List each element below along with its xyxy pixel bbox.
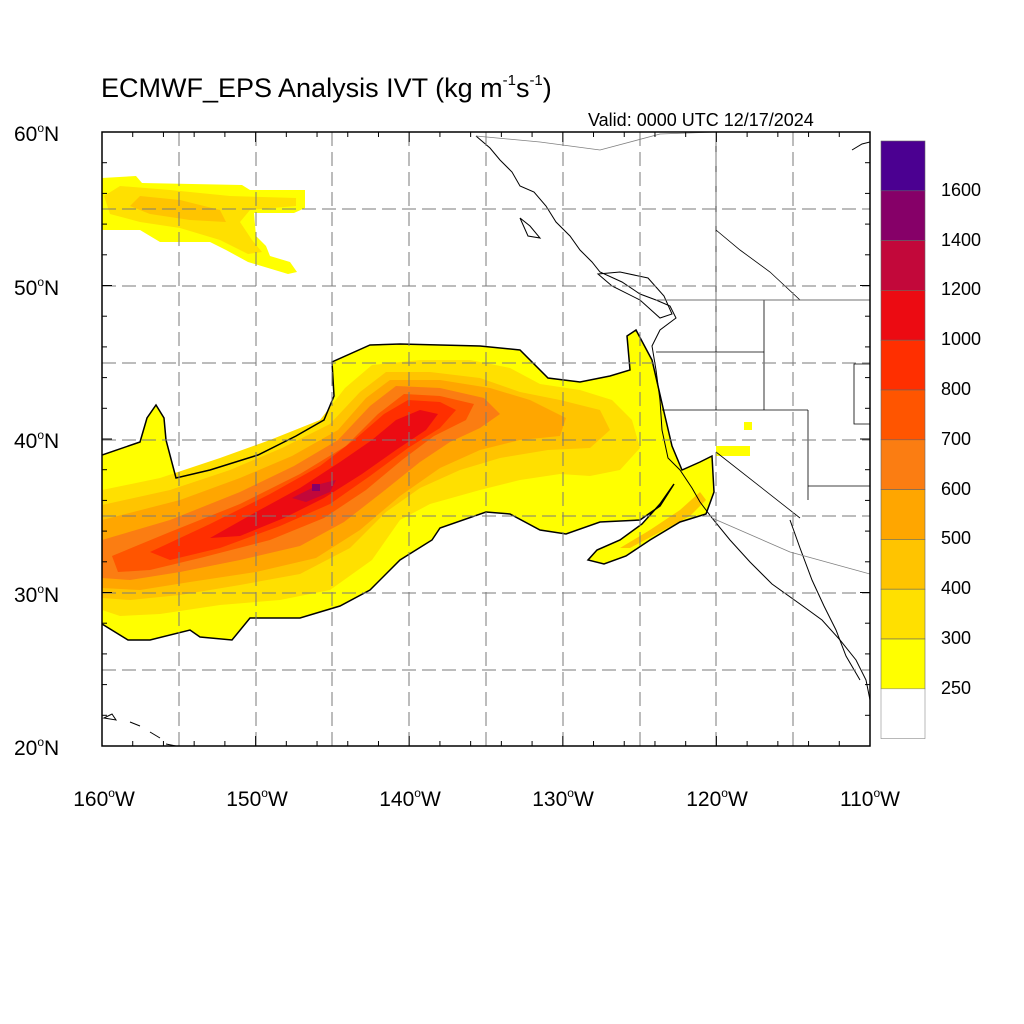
chart-title: ECMWF_EPS Analysis IVT (kg m-1s-1) (101, 72, 552, 103)
colorbar-label: 1600 (941, 179, 982, 200)
axis-ticks (101, 131, 871, 747)
ivt-inland-patch-2 (744, 422, 752, 430)
colorbar-label: 1000 (941, 329, 982, 350)
colorbar-label: 1400 (941, 229, 982, 250)
colorbar-swatch (880, 588, 926, 640)
lat-label: 50oN (14, 275, 60, 300)
ivt-river-1400 (312, 484, 320, 491)
lat-label: 40oN (14, 428, 60, 453)
ivt-plume-north-core (130, 196, 226, 222)
colorbar-label: 700 (941, 428, 972, 449)
colorbar-swatch (880, 240, 926, 291)
coastlines (102, 135, 870, 746)
lon-label: 110oW (840, 786, 900, 811)
colorbar-label: 600 (941, 478, 972, 499)
lat-label: 60oN (14, 121, 60, 146)
colorbar-label: 300 (941, 628, 972, 648)
ivt-river-1000 (210, 410, 438, 538)
lon-label: 120oW (686, 786, 748, 811)
colorbar-label: 800 (941, 379, 972, 399)
lon-label: 140oW (379, 786, 441, 811)
lon-label: 130oW (532, 786, 594, 811)
colorbar-swatch (880, 290, 926, 341)
lon-label: 150oW (226, 786, 288, 811)
valid-time: Valid: 0000 UTC 12/17/2024 (588, 110, 814, 130)
colorbar-label: 500 (941, 528, 972, 549)
ivt-field (102, 176, 752, 640)
colorbar-swatch (880, 190, 926, 241)
lat-label: 30oN (14, 582, 60, 607)
country-borders (475, 132, 870, 575)
ivt-contour (102, 328, 715, 641)
colorbar-label: 1200 (941, 279, 982, 300)
colorbar-swatch (880, 539, 926, 590)
ivt-socal-400 (620, 492, 706, 548)
lon-label: 160oW (73, 786, 135, 811)
colorbar-swatch (880, 688, 926, 739)
colorbar-swatch (880, 489, 926, 540)
colorbar-label: 250 (941, 677, 972, 698)
grid (102, 132, 870, 746)
state-borders (656, 132, 870, 519)
colorbar-label: 400 (941, 578, 972, 599)
lat-label: 20oN (14, 735, 60, 760)
colorbar-swatch (880, 339, 926, 391)
colorbar-swatch (880, 439, 926, 490)
colorbar-swatch (880, 638, 926, 690)
colorbar-swatch (880, 389, 926, 441)
ivt-inland-patch (716, 446, 750, 456)
colorbar (880, 140, 926, 739)
colorbar-swatch (880, 140, 926, 192)
